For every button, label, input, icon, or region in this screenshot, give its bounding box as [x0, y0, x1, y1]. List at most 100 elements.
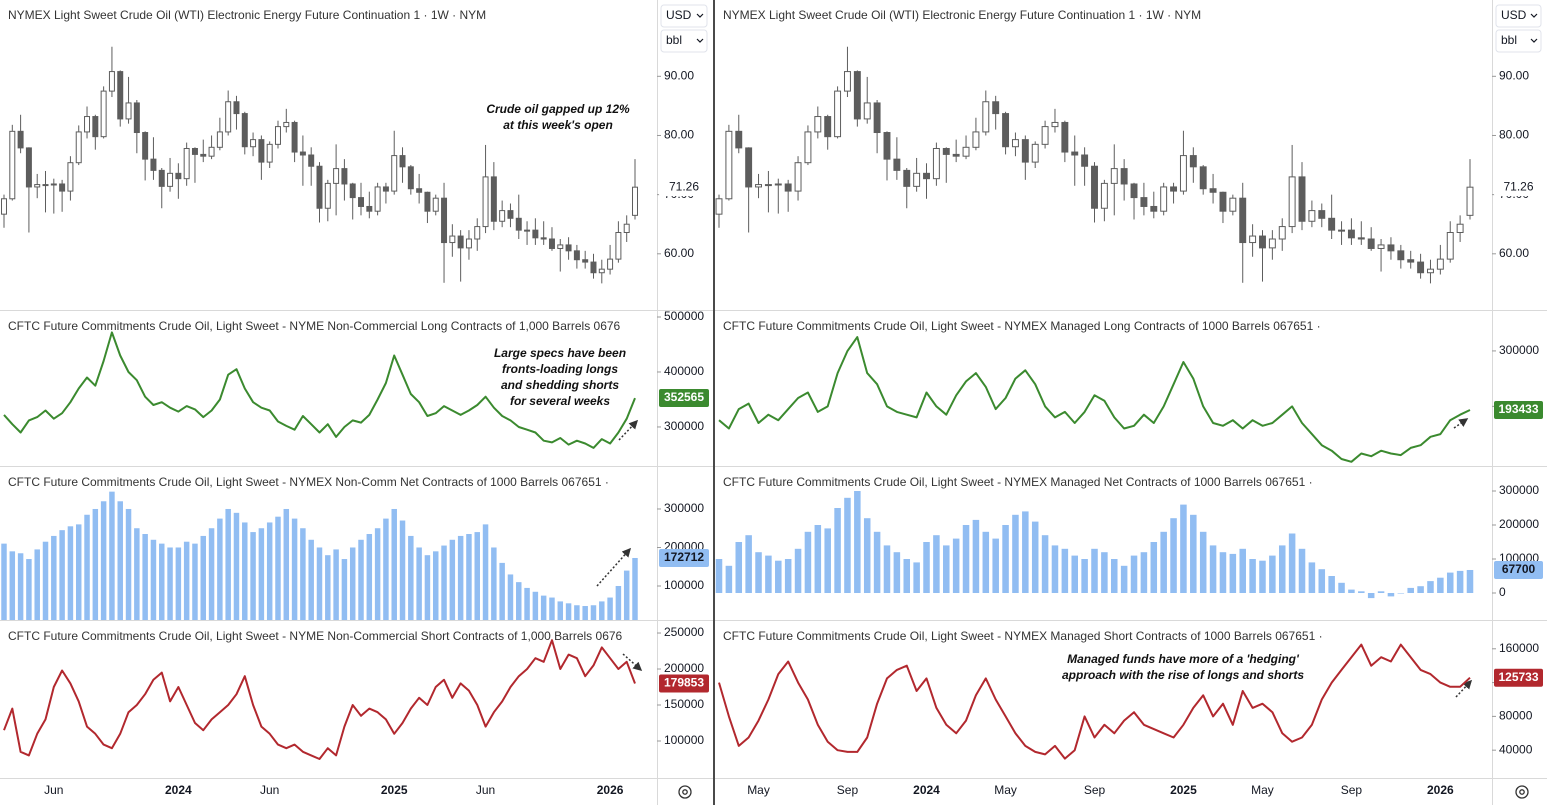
bar [291, 518, 298, 620]
candle-body [1407, 259, 1415, 263]
candle-body [1466, 186, 1474, 216]
unit-label[interactable]: bbl [666, 33, 682, 47]
bar [599, 601, 605, 620]
candle-body [623, 223, 630, 234]
selector-box[interactable] [1495, 4, 1542, 28]
candle-body [349, 183, 356, 199]
x-tick-label: 2025 [381, 783, 408, 797]
bar [607, 597, 613, 620]
selector-box[interactable] [660, 4, 708, 28]
candle-body [1061, 121, 1069, 153]
candle-body [883, 132, 891, 160]
selector-box[interactable] [1495, 29, 1542, 53]
last-value-badge [659, 674, 709, 693]
candle-body [1397, 250, 1405, 261]
bar [1456, 570, 1464, 594]
bar [34, 549, 40, 620]
candle-body [266, 143, 273, 163]
candle-body [764, 184, 772, 187]
last-value-label: 71.26 [1503, 179, 1533, 193]
pane-title: CFTC Future Commitments Crude Oil, Light… [723, 475, 1313, 489]
last-value-badge [1494, 560, 1543, 579]
bar [735, 542, 743, 594]
annotation: Crude oil gapped up 12% [486, 102, 630, 116]
settings-button[interactable] [1515, 785, 1529, 799]
y-tick-label: 90.00 [664, 68, 694, 82]
series-line [3, 331, 636, 449]
bar [540, 595, 547, 620]
currency-label[interactable]: USD [666, 8, 692, 22]
candle-body [142, 132, 149, 160]
bar [51, 535, 57, 620]
y-tick-label: 160000 [1499, 641, 1539, 655]
candle-body [241, 113, 248, 148]
bar [391, 508, 397, 620]
candle-body [67, 162, 74, 192]
bar [532, 591, 539, 620]
candle-body [250, 139, 257, 148]
y-tick-label: 0 [1499, 585, 1506, 599]
candle-body [1219, 191, 1227, 212]
annotation: fronts-loading longs [502, 362, 618, 376]
candle-body [565, 244, 572, 252]
candle-body [1318, 210, 1326, 219]
candle-body [490, 176, 497, 222]
y-tick-label: 500000 [664, 309, 704, 323]
candle-body [308, 154, 315, 167]
candle-body [774, 183, 782, 186]
unit-selector[interactable]: bbl [1495, 29, 1542, 53]
candle-body [804, 131, 812, 164]
settings-button[interactable] [678, 785, 692, 799]
bar [1150, 542, 1158, 594]
currency-label[interactable]: USD [1501, 8, 1527, 22]
y-tick-label: 60.00 [664, 246, 694, 260]
bar [1051, 545, 1059, 594]
candle-body [1239, 197, 1247, 244]
bar [1397, 593, 1405, 594]
unit-selector[interactable]: bbl [660, 29, 708, 53]
bar [1338, 582, 1345, 594]
candle-body [424, 191, 431, 212]
candle-body [1031, 143, 1039, 163]
bar [1091, 548, 1098, 594]
bar [933, 535, 940, 594]
bar [491, 547, 497, 620]
bar [982, 531, 990, 594]
pane-title: NYMEX Light Sweet Crude Oil (WTI) Electr… [8, 8, 486, 22]
candle-body [441, 197, 448, 244]
bar [316, 547, 323, 620]
candle-body [1179, 155, 1187, 192]
bar [258, 528, 265, 620]
currency-selector[interactable]: USD [660, 4, 708, 28]
pane: 100000 150000 200000 250000 179853 CFTC Futur… [3, 625, 709, 797]
candle-body [932, 147, 940, 180]
last-value-badge [659, 178, 709, 197]
bar [1061, 548, 1069, 594]
candle-body [893, 158, 901, 171]
candle-body [1209, 188, 1217, 193]
bar [366, 534, 373, 620]
bar [125, 508, 132, 620]
bar [1031, 521, 1039, 594]
candle-body [233, 101, 240, 115]
candle-body [1120, 168, 1128, 185]
bar [358, 539, 364, 620]
bar [615, 585, 622, 620]
bar [109, 491, 115, 620]
bar [804, 531, 812, 594]
bar [84, 514, 90, 620]
bar [775, 560, 782, 594]
last-value-badge [659, 548, 709, 567]
unit-label[interactable]: bbl [1501, 33, 1517, 47]
candle-body [108, 71, 115, 92]
currency-selector[interactable]: USD [1495, 4, 1542, 28]
y-tick-label: 300000 [1499, 343, 1539, 357]
bar [574, 605, 580, 620]
bar [217, 518, 223, 620]
candle-body [358, 197, 365, 207]
bar [1012, 514, 1019, 594]
bar [1170, 518, 1177, 594]
selector-box[interactable] [660, 29, 708, 53]
last-value-label: 67700 [1502, 562, 1536, 576]
candle-body [1446, 232, 1454, 260]
